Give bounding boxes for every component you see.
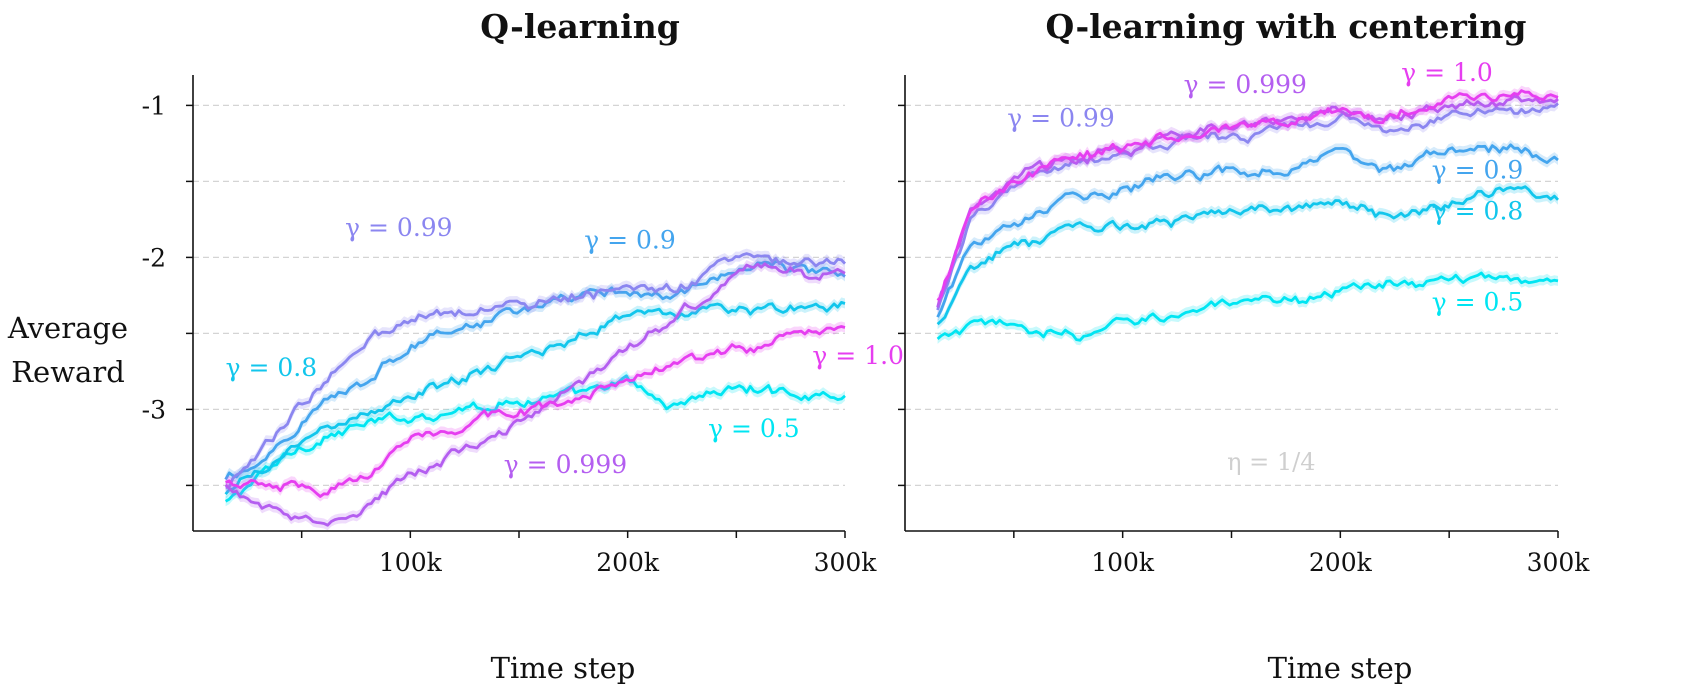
series-label-0.9: γ = 0.9 bbox=[1432, 155, 1524, 184]
series-group bbox=[936, 85, 1560, 346]
chart-q-learning-centering: Q-learning with centering 100k 200k 300k γ… bbox=[898, 7, 1590, 685]
series-label-0.999: γ = 0.999 bbox=[504, 450, 627, 479]
axes: -1 -2 -3 100k 200k 300k bbox=[142, 75, 878, 577]
series-band-0.9 bbox=[225, 256, 846, 485]
chart-title: Q-learning bbox=[480, 7, 680, 46]
series-band-0.5 bbox=[225, 370, 846, 507]
series-band-1.0 bbox=[937, 85, 1558, 306]
series-line-0.99 bbox=[225, 252, 847, 489]
axes: 100k 200k 300k bbox=[898, 75, 1590, 577]
x-tick-label: 100k bbox=[1091, 548, 1155, 577]
series-band-0.999 bbox=[225, 258, 846, 531]
series-line-0.8 bbox=[224, 300, 846, 495]
series-label-0.5: γ = 0.5 bbox=[708, 414, 800, 443]
series-group bbox=[224, 248, 847, 531]
series-labels: γ = 0.99 γ = 0.999 γ = 1.0 γ = 0.9 γ = 0.8 γ … bbox=[1007, 58, 1523, 317]
x-axis-label: Time step bbox=[1268, 651, 1413, 685]
x-tick-label: 300k bbox=[1527, 548, 1591, 577]
x-tick-label: 100k bbox=[379, 548, 443, 577]
series-label-0.9: γ = 0.9 bbox=[584, 225, 676, 254]
series-label-0.99: γ = 0.99 bbox=[345, 213, 452, 242]
series-line-0.8 bbox=[936, 185, 1560, 326]
y-tick-label: -1 bbox=[142, 91, 166, 120]
series-line-1.0 bbox=[225, 325, 846, 498]
series-line-0.5 bbox=[224, 374, 846, 503]
series-label-1.0: γ = 1.0 bbox=[812, 341, 904, 370]
y-tick-label: -2 bbox=[142, 243, 166, 272]
series-label-0.99: γ = 0.99 bbox=[1007, 104, 1114, 133]
series-label-1.0: γ = 1.0 bbox=[1401, 58, 1493, 87]
y-axis-label-line2: Reward bbox=[11, 355, 125, 389]
y-axis-label-line1: Average bbox=[7, 311, 128, 345]
eta-note: η = 1/4 bbox=[1227, 448, 1315, 476]
series-labels: γ = 0.99 γ = 0.9 γ = 0.8 γ = 1.0 γ = 0.5 γ = … bbox=[226, 213, 904, 479]
series-label-0.999: γ = 0.999 bbox=[1184, 70, 1307, 99]
x-tick-label: 200k bbox=[1309, 548, 1373, 577]
series-line-1.0 bbox=[936, 89, 1559, 302]
y-tick-label: -3 bbox=[142, 395, 166, 424]
series-band-0.5 bbox=[937, 268, 1558, 346]
x-tick-label: 300k bbox=[814, 548, 878, 577]
x-tick-label: 200k bbox=[596, 548, 660, 577]
series-band-0.8 bbox=[937, 181, 1558, 330]
chart-title: Q-learning with centering bbox=[1045, 7, 1526, 46]
series-line-0.9 bbox=[936, 143, 1559, 318]
series-line-0.999 bbox=[224, 262, 846, 527]
series-line-0.5 bbox=[936, 271, 1559, 342]
series-label-0.8: γ = 0.8 bbox=[226, 353, 318, 382]
x-axis-label: Time step bbox=[491, 651, 636, 685]
series-line-0.99 bbox=[936, 102, 1559, 311]
series-label-0.5: γ = 0.5 bbox=[1432, 288, 1524, 317]
series-label-0.8: γ = 0.8 bbox=[1432, 196, 1524, 225]
